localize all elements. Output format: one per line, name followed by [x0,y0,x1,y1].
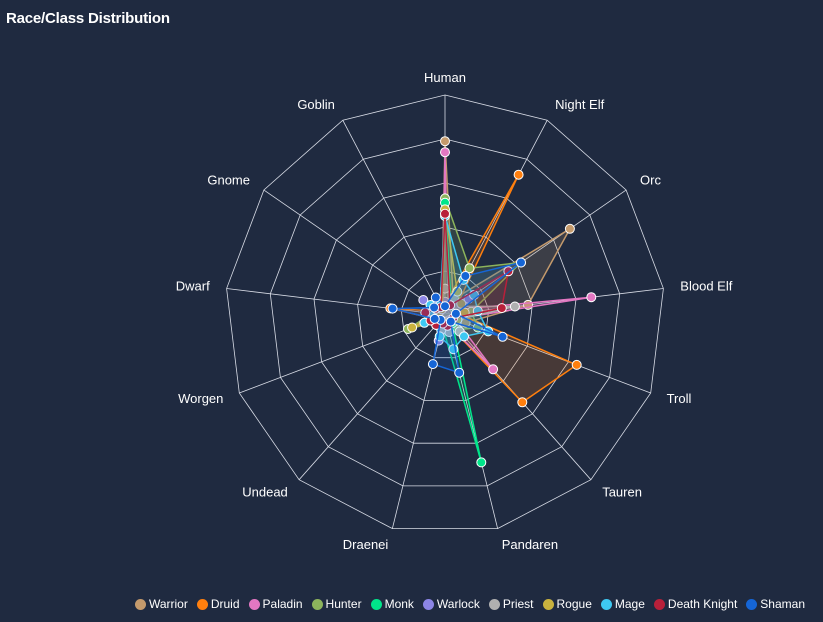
legend-swatch [653,598,665,610]
legend-item-hunter[interactable]: Hunter [311,597,362,611]
grid-spoke [342,120,446,316]
legend-item-death-knight[interactable]: Death Knight [653,597,738,611]
data-point-druid-troll[interactable] [571,359,582,370]
data-point-mage-tauren[interactable] [459,331,469,342]
legend-item-monk[interactable]: Monk [370,597,414,611]
grid-spoke [298,314,446,480]
data-point-shaman-tauren[interactable] [445,316,456,327]
grid-ring [357,226,533,401]
legend-label: Paladin [262,597,303,611]
grid-spoke [391,314,446,529]
legend-label: Rogue [556,597,592,611]
axis-label-draenei: Draenei [343,537,389,552]
legend-label: Warlock [436,597,480,611]
legend-swatch [746,598,758,610]
data-point-rogue-worgen[interactable] [407,322,418,333]
legend-item-warlock[interactable]: Warlock [422,597,480,611]
legend: Warrior Druid Paladin Hunter Monk Warlock Prie… [134,597,805,611]
data-point-death-knight-human[interactable] [440,208,450,219]
radar-grid [226,94,664,529]
legend-label: Death Knight [667,597,738,611]
radar-chart: Human Night Elf Orc Blood Elf Troll Tauren Pan… [176,70,733,552]
legend-swatch [196,598,208,610]
data-point-hunter-night-elf[interactable] [464,263,475,274]
data-point-shaman-troll[interactable] [497,331,508,342]
legend-label: Shaman [760,597,805,611]
legend-swatch [311,598,323,610]
legend-item-priest[interactable]: Priest [488,597,534,611]
axis-label-tauren: Tauren [602,484,642,499]
legend-swatch [248,598,260,610]
data-point-druid-night-elf[interactable] [513,169,524,180]
legend-swatch [600,598,612,610]
data-point-shaman-orc[interactable] [516,257,526,268]
grid-spoke [263,189,446,316]
radar-series-layer [385,136,597,468]
legend-swatch [134,598,146,610]
legend-label: Monk [384,597,414,611]
data-point-paladin-human[interactable] [440,147,450,158]
data-point-priest-blood-elf[interactable] [509,301,520,312]
grid-spoke [226,288,446,316]
legend-item-mage[interactable]: Mage [600,597,645,611]
data-point-monk-pandaren[interactable] [476,457,487,468]
grid-ring [269,138,621,487]
data-point-shaman-blood-elf[interactable] [450,308,461,319]
legend-label: Warrior [148,597,188,611]
axis-label-goblin: Goblin [297,97,335,112]
data-point-warlock-gnome[interactable] [418,295,429,305]
legend-item-warrior[interactable]: Warrior [134,597,188,611]
data-point-shaman-pandaren[interactable] [454,367,465,378]
series-shaman [387,257,526,378]
grid-ring [226,94,664,529]
axis-label-worgen: Worgen [178,391,223,406]
axis-label-dwarf: Dwarf [176,278,210,293]
legend-label: Mage [614,597,645,611]
data-point-shaman-night-elf[interactable] [460,271,471,281]
data-point-warrior-orc[interactable] [564,223,575,234]
axis-label-pandaren: Pandaren [502,537,558,552]
axis-label-blood-elf: Blood Elf [680,278,732,293]
data-point-paladin-tauren[interactable] [488,364,499,375]
legend-item-druid[interactable]: Druid [196,597,240,611]
legend-label: Hunter [325,597,362,611]
axis-label-troll: Troll [667,391,692,406]
axis-label-night-elf: Night Elf [555,97,605,112]
data-point-druid-tauren[interactable] [517,397,528,408]
axis-label-gnome: Gnome [207,172,250,187]
legend-swatch [488,598,500,610]
data-point-warrior-human[interactable] [440,136,450,147]
radar-axis-labels: Human Night Elf Orc Blood Elf Troll Tauren Pan… [176,70,733,552]
axis-label-undead: Undead [242,484,288,499]
axis-label-orc: Orc [640,172,661,187]
data-point-shaman-draenei[interactable] [427,359,438,370]
data-point-paladin-blood-elf[interactable] [586,292,597,303]
data-point-shaman-human[interactable] [440,301,450,312]
chart-title: Race/Class Distribution [6,10,170,27]
legend-item-paladin[interactable]: Paladin [248,597,303,611]
legend-swatch [542,598,554,610]
data-point-shaman-dwarf[interactable] [387,303,398,314]
axis-label-human: Human [424,70,466,85]
legend-item-shaman[interactable]: Shaman [746,597,805,611]
legend-label: Priest [502,597,534,611]
grid-ring [313,182,577,444]
legend-item-rogue[interactable]: Rogue [542,597,592,611]
data-point-shaman-gnome[interactable] [429,302,440,313]
legend-swatch [422,598,434,610]
data-point-death-knight-blood-elf[interactable] [496,303,507,314]
data-point-shaman-worgen[interactable] [429,313,440,324]
data-point-shaman-goblin[interactable] [430,292,441,303]
legend-label: Druid [210,597,240,611]
legend-swatch [370,598,382,610]
